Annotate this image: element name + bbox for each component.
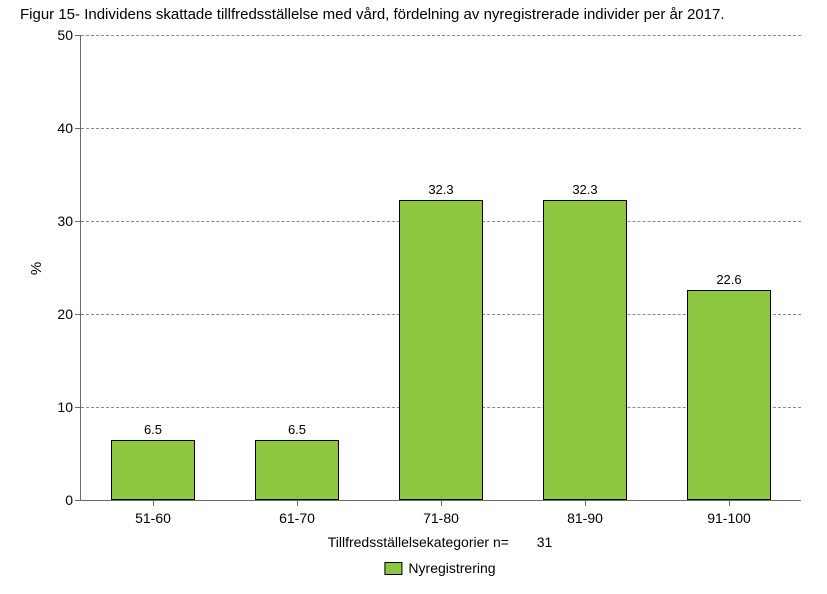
bar: 32.3: [543, 200, 627, 500]
x-axis-title: Tillfredsställelsekategorier n= 31: [328, 534, 553, 550]
ytick-label: 40: [57, 120, 81, 136]
bar-value-label: 32.3: [572, 182, 597, 201]
ytick-label: 50: [57, 27, 81, 43]
legend-swatch: [384, 562, 402, 575]
bar: 6.5: [255, 440, 339, 500]
chart-title: Figur 15- Individens skattade tillfredss…: [20, 6, 817, 23]
bar-value-label: 6.5: [144, 422, 162, 441]
bar: 32.3: [399, 200, 483, 500]
xtick-label: 81-90: [567, 500, 603, 526]
xtick-label: 71-80: [423, 500, 459, 526]
y-axis-title: %: [28, 261, 45, 274]
legend-label: Nyregistrering: [408, 560, 495, 576]
gridline: [81, 35, 801, 36]
ytick-label: 0: [65, 492, 81, 508]
xtick-label: 91-100: [707, 500, 751, 526]
bar-value-label: 6.5: [288, 422, 306, 441]
ytick-label: 20: [57, 306, 81, 322]
plot-area: 0102030405051-606.561-706.571-8032.381-9…: [80, 35, 801, 501]
bar-value-label: 32.3: [428, 182, 453, 201]
xtick-label: 51-60: [135, 500, 171, 526]
bar: 6.5: [111, 440, 195, 500]
bar: 22.6: [687, 290, 771, 500]
x-axis-title-prefix: Tillfredsställelsekategorier n=: [328, 534, 509, 550]
ytick-label: 10: [57, 399, 81, 415]
figure-container: Figur 15- Individens skattade tillfredss…: [0, 0, 827, 594]
bar-value-label: 22.6: [716, 272, 741, 291]
x-axis-n-value: 31: [537, 534, 553, 550]
ytick-label: 30: [57, 213, 81, 229]
xtick-label: 61-70: [279, 500, 315, 526]
legend: Nyregistrering: [384, 560, 495, 576]
gridline: [81, 128, 801, 129]
